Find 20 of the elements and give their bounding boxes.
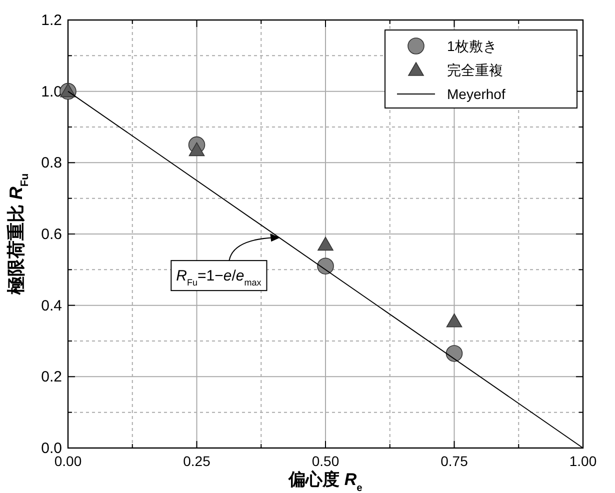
legend-label: 1枚敷き [447, 38, 497, 54]
y-tick-label: 0.8 [41, 154, 62, 172]
point [446, 345, 463, 362]
legend-label: 完全重複 [447, 62, 503, 78]
y-tick-label: 1.2 [41, 12, 62, 29]
annotation: R$_{Fu}$=1−e/e$_{max}$ [176, 268, 262, 288]
x-tick-label: 0.25 [183, 453, 211, 469]
x-tick-label: 0.50 [312, 453, 340, 469]
annotation: R$_{Fu}$=1−e/e$_{max}$ [170, 234, 280, 292]
point [446, 313, 462, 328]
point [188, 142, 205, 156]
x-tick-label: 0.75 [440, 453, 468, 469]
y-tick-label: 0.6 [41, 226, 62, 243]
y-tick-label: 0.4 [41, 297, 62, 314]
x-axis-title: 偏心度 R$_{e}$ [288, 470, 363, 493]
x-tick-label: 1.00 [569, 453, 597, 469]
point [317, 258, 334, 274]
point [318, 236, 334, 251]
y-tick-label: 0.2 [41, 368, 62, 386]
legend-label: Meyerhof [447, 86, 506, 102]
